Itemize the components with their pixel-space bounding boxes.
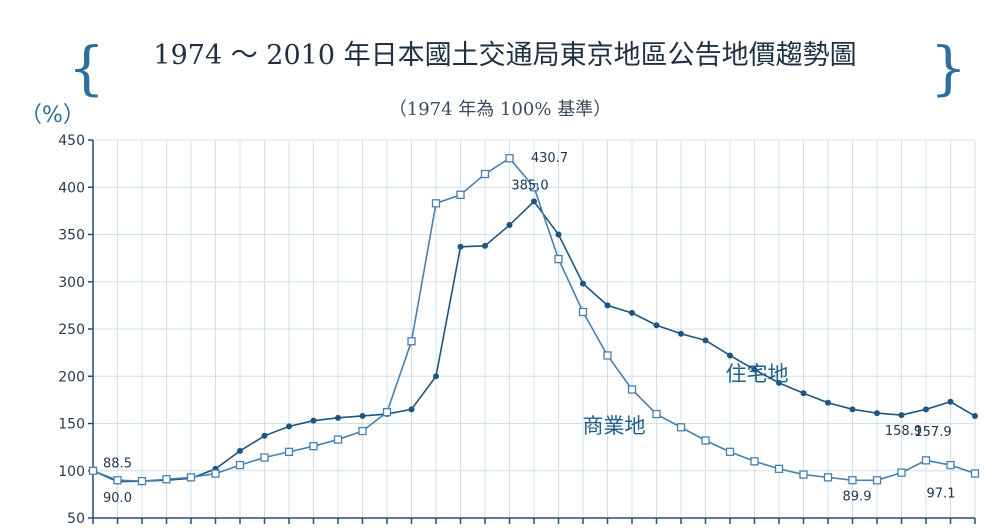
data-label: 157.9: [914, 425, 951, 440]
data-label: 90.0: [103, 491, 132, 506]
data-point: [921, 456, 931, 465]
data-point: [260, 453, 269, 462]
data-point: [457, 243, 464, 250]
data-point: [629, 309, 635, 316]
data-point: [531, 198, 537, 205]
data-point: [604, 302, 611, 309]
y-tick-label: 350: [58, 228, 85, 244]
data-point: [186, 473, 196, 482]
data-point: [702, 337, 709, 344]
data-point: [627, 385, 637, 394]
data-point: [456, 190, 465, 199]
data-point: [162, 475, 171, 484]
data-point: [286, 423, 292, 430]
data-point: [211, 469, 220, 478]
data-point: [382, 408, 392, 417]
data-point: [751, 366, 758, 373]
data-point: [580, 280, 586, 287]
y-tick-label: 450: [58, 133, 85, 149]
data-point: [431, 199, 441, 208]
data-point: [578, 307, 588, 317]
data-point: [505, 154, 514, 163]
data-point: [333, 435, 343, 444]
data-point: [972, 413, 978, 420]
data-point: [776, 379, 782, 386]
data-label: 158.9: [885, 424, 922, 439]
data-point: [506, 222, 513, 229]
data-point: [898, 412, 905, 419]
data-point: [823, 473, 833, 482]
data-point: [799, 470, 808, 479]
data-point: [849, 406, 856, 413]
series-label: 商業地: [583, 414, 646, 438]
data-point: [653, 322, 660, 329]
data-point: [848, 476, 857, 485]
data-point: [923, 406, 929, 413]
data-point: [480, 169, 490, 179]
data-point: [433, 373, 439, 380]
grid: [93, 139, 976, 519]
data-point: [872, 476, 882, 485]
y-tick-label: 100: [58, 464, 85, 480]
data-point: [652, 409, 661, 419]
series-commercial: [88, 154, 980, 486]
y-tick-label: 250: [58, 322, 85, 338]
title-brace-left: {: [68, 34, 105, 102]
title-brace-right: }: [930, 34, 967, 102]
data-point: [701, 436, 710, 445]
data-point: [970, 469, 980, 478]
chart-title: 1974 ～ 2010 年日本國土交通局東京地區公告地價趨勢圖: [153, 40, 856, 71]
y-tick-label: 200: [58, 369, 85, 385]
data-label: 88.5: [103, 457, 132, 472]
data-point: [529, 183, 539, 192]
data-point: [676, 423, 686, 432]
data-point: [482, 242, 488, 249]
y-axis-label: （%）: [20, 103, 85, 128]
data-point: [88, 466, 98, 475]
data-point: [137, 476, 147, 486]
data-point: [725, 447, 735, 457]
data-point: [554, 254, 563, 264]
data-point: [310, 417, 317, 424]
series-label: 住宅地: [726, 362, 789, 386]
data-point: [897, 468, 906, 477]
data-point: [774, 464, 784, 474]
data-label: 89.9: [843, 489, 872, 504]
data-point: [358, 426, 367, 436]
series-group: [88, 154, 980, 486]
y-tick-label: 150: [58, 417, 85, 433]
data-point: [113, 476, 122, 485]
series-residential: [90, 198, 978, 485]
data-point: [555, 231, 562, 238]
data-point: [603, 351, 612, 360]
data-point: [946, 460, 955, 470]
data-point: [874, 410, 880, 417]
chart-subtitle: （1974 年為 100% 基準）: [389, 99, 611, 120]
data-point: [407, 337, 416, 346]
axes: 50 100 150 200 250 300 350 400 450: [58, 133, 976, 527]
data-label: 430.7: [531, 151, 568, 166]
y-tick-label: 300: [58, 275, 85, 291]
data-point: [408, 406, 415, 413]
data-point: [750, 457, 759, 466]
data-point: [284, 447, 294, 457]
data-label: 385.0: [511, 178, 548, 193]
data-point: [359, 412, 366, 419]
data-point: [335, 414, 341, 421]
data-point: [947, 398, 954, 405]
data-point: [800, 390, 807, 397]
data-point: [678, 330, 684, 337]
data-point: [237, 447, 243, 454]
data-point: [825, 399, 831, 406]
data-point: [309, 442, 318, 451]
data-label: 97.1: [927, 486, 956, 501]
y-tick-label: 50: [67, 511, 85, 527]
data-point: [261, 432, 268, 439]
data-point: [235, 460, 245, 470]
y-tick-label: 400: [58, 180, 85, 196]
data-point: [727, 352, 733, 359]
